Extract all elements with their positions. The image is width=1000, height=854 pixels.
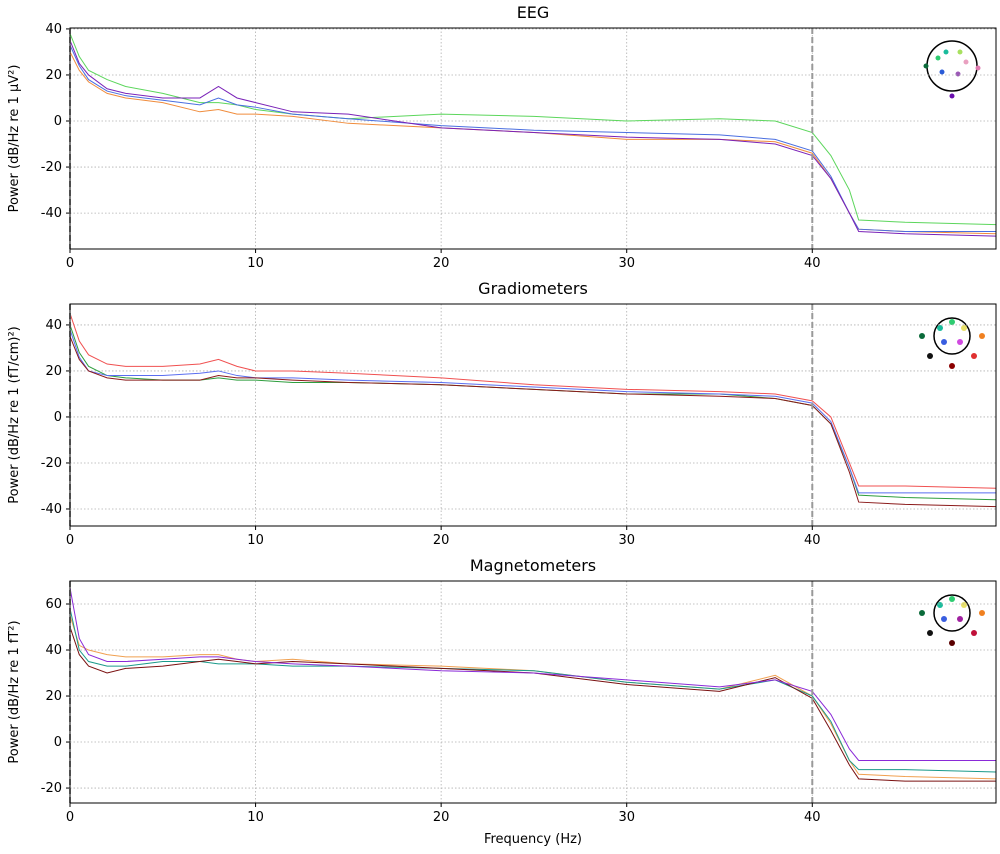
y-tick-label: 40 — [45, 22, 62, 37]
psd-line — [70, 40, 996, 237]
x-tick-label: 10 — [247, 533, 264, 548]
x-tick-label: 0 — [66, 810, 74, 825]
psd-line — [70, 587, 996, 761]
y-axis-label: Power (dB/Hz re 1 μV²) — [7, 65, 22, 213]
psd-line — [70, 336, 996, 508]
x-tick-label: 0 — [66, 533, 74, 548]
psd-line — [70, 33, 996, 226]
y-tick-label: -20 — [41, 456, 62, 471]
y-axis-label: Power (dB/Hz re 1 (fT/cm)²) — [7, 326, 22, 504]
x-axis-label: Frequency (Hz) — [484, 832, 582, 847]
x-tick-label: 20 — [433, 256, 450, 271]
psd-line — [70, 313, 996, 489]
y-tick-label: 0 — [54, 410, 62, 425]
y-tick-label: 20 — [45, 364, 62, 379]
panel: Magnetometers 0 10 20 30 40 -20 0 20 40 60 Power (d… — [7, 556, 997, 847]
y-tick-label: 60 — [45, 597, 62, 612]
panel-title: Magnetometers — [470, 556, 596, 575]
y-tick-label: -40 — [41, 502, 62, 517]
x-tick-label: 40 — [804, 533, 821, 548]
y-tick-label: 0 — [54, 114, 62, 129]
sensor-inset — [919, 317, 985, 369]
panel-title: Gradiometers — [478, 279, 588, 298]
series-group — [70, 587, 996, 782]
psd-line — [70, 615, 996, 780]
x-tick-label: 40 — [804, 256, 821, 271]
y-axis-label: Power (dB/Hz re 1 fT²) — [7, 620, 22, 763]
axes-frame — [69, 303, 997, 527]
psd-line — [70, 51, 996, 235]
panel: EEG 0 10 20 30 40 -40 -20 0 20 40 Power (dB/Hz re 1… — [7, 3, 997, 271]
psd-line — [70, 44, 996, 232]
y-tick-label: 20 — [45, 689, 62, 704]
psd-line — [70, 324, 996, 501]
sensor-inset — [923, 40, 981, 99]
x-tick-label: 30 — [618, 256, 635, 271]
y-tick-label: -40 — [41, 206, 62, 221]
y-tick-label: 20 — [45, 68, 62, 83]
y-tick-label: -20 — [41, 160, 62, 175]
sensor-inset — [919, 594, 985, 646]
y-tick-label: -20 — [41, 781, 62, 796]
psd-line — [70, 626, 996, 782]
panel-title: EEG — [517, 3, 550, 22]
psd-line — [70, 608, 996, 773]
x-tick-label: 40 — [804, 810, 821, 825]
x-tick-label: 10 — [247, 810, 264, 825]
x-tick-label: 20 — [433, 533, 450, 548]
x-tick-label: 20 — [433, 810, 450, 825]
y-tick-label: 40 — [45, 643, 62, 658]
x-tick-label: 10 — [247, 256, 264, 271]
panel: Gradiometers 0 10 20 30 40 -40 -20 0 20 40 Power (d… — [7, 279, 997, 548]
x-tick-label: 0 — [66, 256, 74, 271]
y-tick-label: 40 — [45, 318, 62, 333]
psd-line — [70, 329, 996, 494]
series-group — [70, 33, 996, 237]
series-group — [70, 313, 996, 508]
axes-frame — [69, 580, 997, 804]
y-tick-label: 0 — [54, 735, 62, 750]
x-tick-label: 30 — [618, 810, 635, 825]
x-tick-label: 30 — [618, 533, 635, 548]
axes-frame — [69, 27, 997, 250]
